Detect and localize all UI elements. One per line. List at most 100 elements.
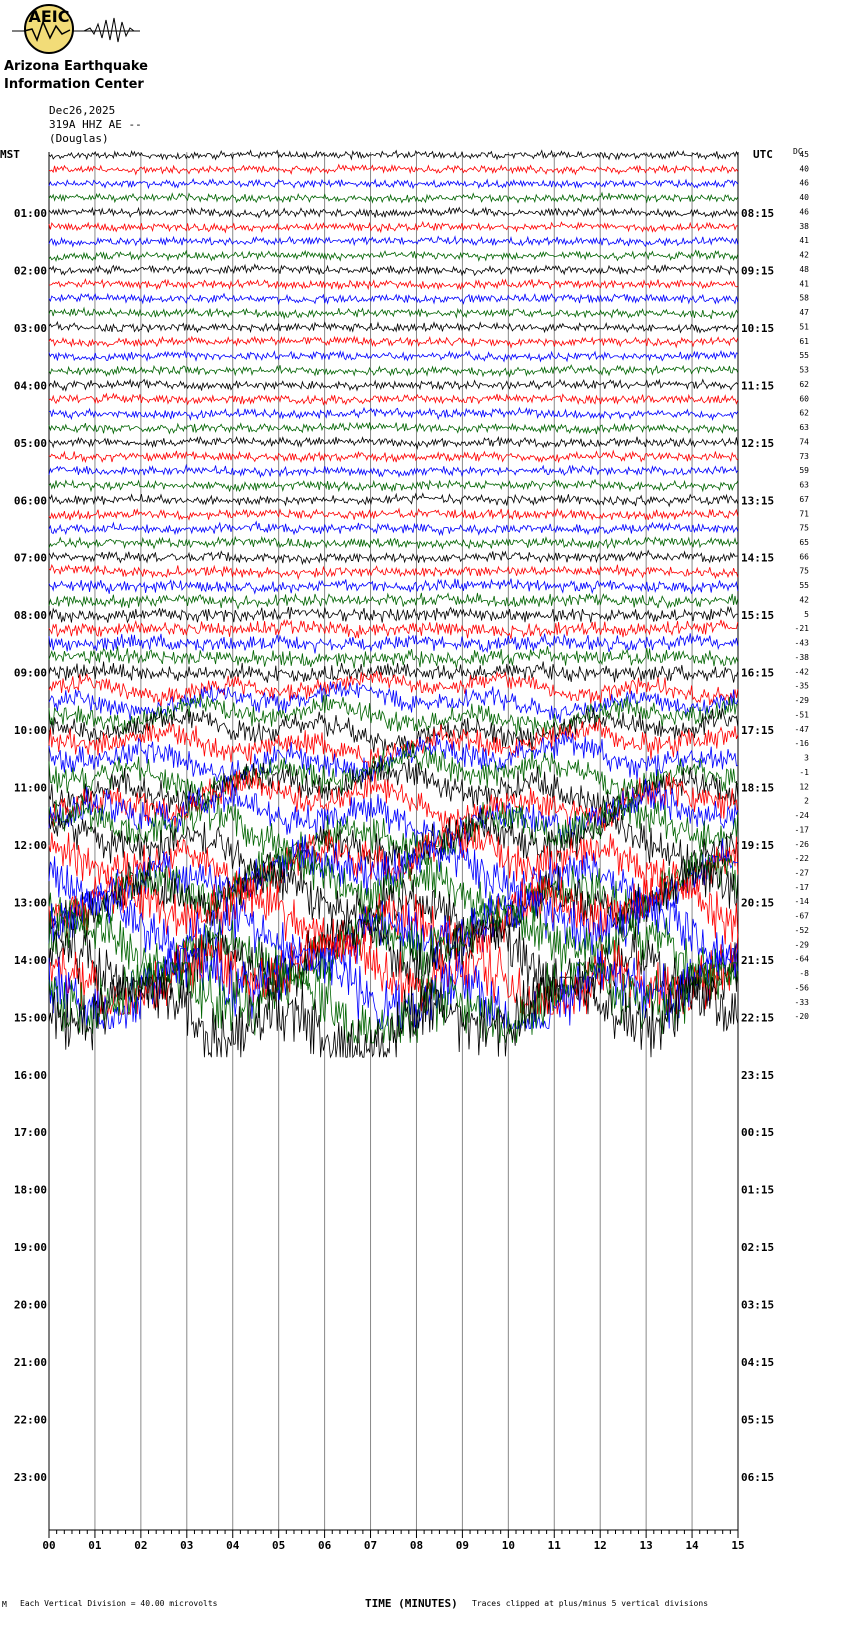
trace-line: [48, 633, 739, 654]
x-tick-label: 14: [685, 1539, 699, 1552]
dc-offset-value: 75: [799, 524, 809, 533]
utc-hour-label: 14:15: [741, 552, 774, 565]
dc-offset-value: 60: [799, 394, 809, 403]
trace-line: [48, 619, 739, 640]
mst-hour-label: 23:00: [14, 1471, 47, 1484]
utc-hour-label: 17:15: [741, 724, 774, 737]
utc-hour-label: 06:15: [741, 1471, 774, 1484]
x-tick-label: 12: [594, 1539, 607, 1552]
dc-offset-value: 55: [799, 351, 809, 360]
x-tick-label: 01: [88, 1539, 102, 1552]
dc-header-label: DC: [793, 147, 803, 156]
trace-line: [48, 478, 739, 493]
dc-offset-value: -27: [795, 869, 810, 878]
trace-line: [48, 263, 739, 277]
utc-axis-label: UTC: [753, 148, 773, 161]
dc-offset-value: 45: [799, 150, 809, 159]
mst-hour-label: 11:00: [14, 782, 47, 795]
x-tick-label: 11: [548, 1539, 562, 1552]
dc-offset-value: 55: [799, 581, 809, 590]
dc-offset-value: -42: [795, 667, 810, 676]
utc-hour-label: 09:15: [741, 264, 774, 277]
mst-hour-label: 18:00: [14, 1184, 47, 1197]
org-name-line2: Information Center: [4, 77, 144, 92]
trace-line: [48, 406, 739, 421]
record-date: Dec26,2025: [49, 104, 116, 117]
utc-hour-label: 03:15: [741, 1299, 774, 1312]
aeic-logo: AEIC Arizona Earthquake Information Cent…: [0, 0, 150, 100]
dc-offset-value: 48: [799, 265, 809, 274]
trace-line: [48, 220, 738, 234]
dc-offset-value: 58: [799, 294, 809, 303]
trace-line: [49, 277, 738, 291]
x-tick-label: 09: [456, 1539, 469, 1552]
mst-hour-label: 14:00: [14, 954, 47, 967]
mst-hour-label: 10:00: [14, 724, 47, 737]
trace-line: [48, 778, 739, 853]
utc-hour-label: 20:15: [741, 896, 774, 909]
utc-hour-label: 05:15: [741, 1413, 774, 1426]
trace-line: [48, 320, 739, 334]
mst-hour-label: 19:00: [14, 1241, 47, 1254]
logo-badge-text: AEIC: [28, 7, 69, 26]
mst-hour-label: 05:00: [14, 437, 47, 450]
dc-offset-value: 67: [799, 495, 809, 504]
dc-offset-value: -1: [799, 768, 809, 777]
trace-line: [48, 249, 739, 262]
dc-offset-value: 66: [799, 552, 809, 561]
dc-offset-value: -47: [795, 725, 810, 734]
utc-hour-label: 21:15: [741, 954, 774, 967]
dc-offset-value: -20: [795, 1012, 810, 1021]
mst-hour-label: 22:00: [14, 1413, 47, 1426]
x-tick-label: 06: [318, 1539, 332, 1552]
trace-line: [48, 206, 739, 219]
trace-line: [48, 235, 739, 248]
x-tick-label: 13: [640, 1539, 653, 1552]
dc-offset-value: 41: [799, 279, 809, 288]
station-site: (Douglas): [49, 132, 109, 145]
mst-hour-label: 06:00: [14, 494, 47, 507]
dc-offset-value: 63: [799, 423, 809, 432]
trace-line: [48, 421, 738, 435]
seismograph-logo-icon: AEIC: [12, 4, 140, 54]
trace-line: [48, 860, 739, 944]
mst-hour-label: 13:00: [14, 896, 47, 909]
utc-hour-label: 15:15: [741, 609, 774, 622]
dc-offset-value: -16: [795, 739, 810, 748]
x-axis-title: TIME (MINUTES): [365, 1597, 458, 1610]
utc-hour-label: 10:15: [741, 322, 774, 335]
trace-line: [48, 564, 739, 581]
trace-line: [48, 661, 739, 683]
trace-line: [48, 163, 739, 176]
utc-hour-label: 02:15: [741, 1241, 774, 1254]
x-tick-label: 10: [502, 1539, 515, 1552]
utc-hour-label: 16:15: [741, 667, 774, 680]
dc-offset-value: -67: [795, 912, 810, 921]
utc-hour-label: 01:15: [741, 1184, 774, 1197]
mst-hour-label: 17:00: [14, 1126, 47, 1139]
dc-offset-value: 46: [799, 207, 809, 216]
trace-line: [48, 717, 739, 772]
dc-offset-value: -26: [795, 840, 810, 849]
dc-offset-value: 42: [799, 595, 809, 604]
dc-offset-value: 38: [799, 222, 809, 231]
trace-line: [48, 378, 739, 392]
mst-hour-labels: 01:00 02:00 03:00 04:00 05:00 06:00 07:00 08:00…: [14, 207, 47, 1484]
mst-hour-label: 12:00: [14, 839, 47, 852]
x-tick-label: 07: [364, 1539, 377, 1552]
utc-hour-label: 04:15: [741, 1356, 774, 1369]
trace-line: [48, 646, 739, 669]
vertical-division-note: Each Vertical Division = 40.00 microvolt…: [20, 1599, 218, 1608]
dc-offset-value: -17: [795, 883, 810, 892]
dc-offset-value: 40: [799, 193, 809, 202]
mst-hour-label: 15:00: [14, 1011, 47, 1024]
dc-offset-value: 61: [799, 337, 809, 346]
mst-hour-label: 01:00: [14, 207, 47, 220]
trace-line: [48, 507, 739, 521]
trace-line: [48, 961, 739, 1044]
trace-line: [48, 335, 739, 349]
mst-axis-label: MST: [0, 148, 20, 161]
dc-offset-value: -43: [795, 639, 810, 648]
trace-line: [48, 549, 738, 566]
